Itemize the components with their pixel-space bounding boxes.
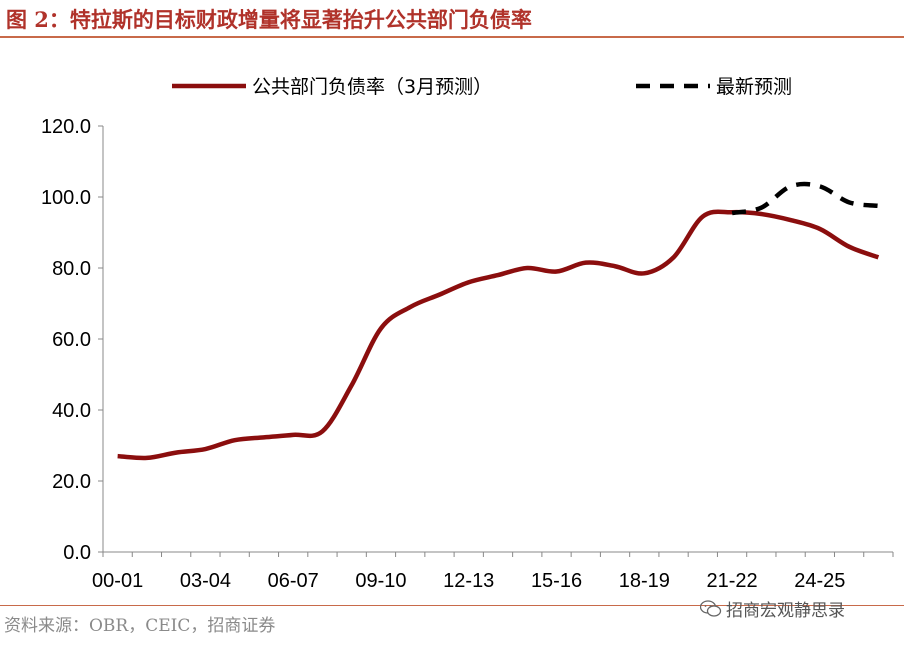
x-tick-label: 21-22 bbox=[706, 570, 757, 592]
x-tick-label: 00-01 bbox=[92, 570, 143, 592]
y-tick-label: 60.0 bbox=[52, 329, 91, 351]
x-tick-label: 09-10 bbox=[355, 570, 406, 592]
figure-title: 图 2：特拉斯的目标财政增量将显著抬升公共部门负债率 bbox=[6, 7, 532, 32]
y-tick-label: 100.0 bbox=[41, 187, 91, 209]
footer-divider bbox=[0, 605, 904, 606]
y-axis-ticks: 0.0 20.0 40.0 60.0 80.0 100.0 120.0 bbox=[41, 116, 103, 564]
x-tick-label: 12-13 bbox=[443, 570, 494, 592]
wechat-icon bbox=[700, 599, 722, 617]
legend: 公共部门负债率（3月预测） 最新预测 bbox=[172, 76, 792, 98]
y-tick-label: 0.0 bbox=[63, 542, 91, 564]
line-chart: 公共部门负债率（3月预测） 最新预测 0.0 20.0 40.0 60.0 80.0 10… bbox=[41, 76, 894, 592]
source-note: 资料来源：OBR，CEIC，招商证券 bbox=[4, 616, 276, 636]
x-tick-label: 06-07 bbox=[268, 570, 319, 592]
series-line-forecast bbox=[731, 181, 879, 216]
y-tick-label: 20.0 bbox=[52, 471, 91, 493]
y-tick-label: 80.0 bbox=[52, 258, 91, 280]
x-tick-label: 15-16 bbox=[531, 570, 582, 592]
watermark: 招商宏观静思录 bbox=[700, 596, 845, 621]
series-lines bbox=[117, 181, 880, 461]
axes bbox=[102, 126, 893, 553]
legend-label-forecast: 最新预测 bbox=[716, 76, 792, 98]
title-divider bbox=[0, 36, 904, 38]
series-line-main bbox=[117, 209, 880, 461]
watermark-text: 招商宏观静思录 bbox=[726, 601, 845, 621]
legend-label-main: 公共部门负债率（3月预测） bbox=[252, 76, 492, 98]
y-tick-label: 120.0 bbox=[41, 116, 91, 138]
x-axis-ticks: 00-01 03-04 06-07 09-10 12-13 15-16 18-19 21-22… bbox=[92, 552, 894, 592]
x-tick-label: 24-25 bbox=[794, 570, 845, 592]
y-tick-label: 40.0 bbox=[52, 400, 91, 422]
x-tick-label: 18-19 bbox=[619, 570, 670, 592]
x-tick-label: 03-04 bbox=[180, 570, 231, 592]
